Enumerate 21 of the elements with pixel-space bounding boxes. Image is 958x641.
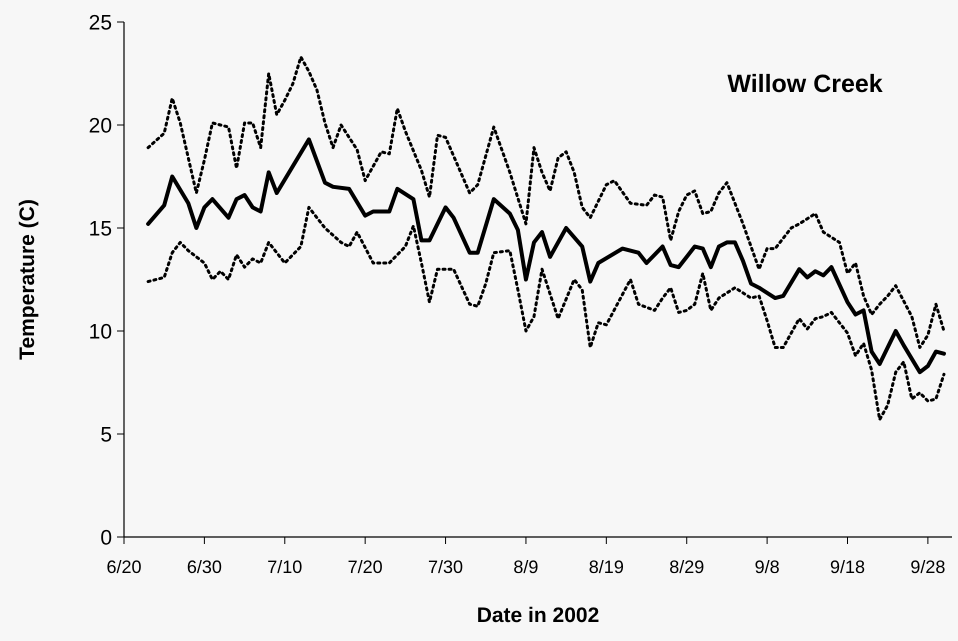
x-tick-label: 9/28: [910, 557, 946, 577]
y-tick-label: 0: [100, 526, 112, 550]
x-tick-label: 7/30: [428, 557, 464, 577]
x-tick-label: 6/30: [186, 557, 222, 577]
x-tick-label: 7/20: [348, 557, 383, 577]
y-tick-label: 10: [88, 320, 112, 344]
x-tick-label: 9/18: [830, 557, 866, 577]
y-axis-title: Temperature (C): [16, 199, 39, 360]
x-tick-label: 6/20: [106, 557, 142, 577]
x-tick-label: 7/10: [267, 557, 302, 577]
x-tick-label: 8/9: [513, 557, 538, 577]
y-tick-label: 5: [100, 423, 112, 446]
x-tick-label: 8/29: [669, 557, 704, 577]
y-tick-label: 15: [88, 217, 112, 240]
line-series: [146, 56, 946, 349]
x-tick-label: 8/19: [588, 557, 624, 577]
x-axis-title: Date in 2002: [476, 604, 600, 627]
y-tick-label: 25: [88, 11, 112, 34]
text: Willow Creek: [727, 70, 883, 98]
y-tick-label: 20: [88, 114, 112, 138]
x-tick-label: 9/8: [754, 557, 780, 577]
